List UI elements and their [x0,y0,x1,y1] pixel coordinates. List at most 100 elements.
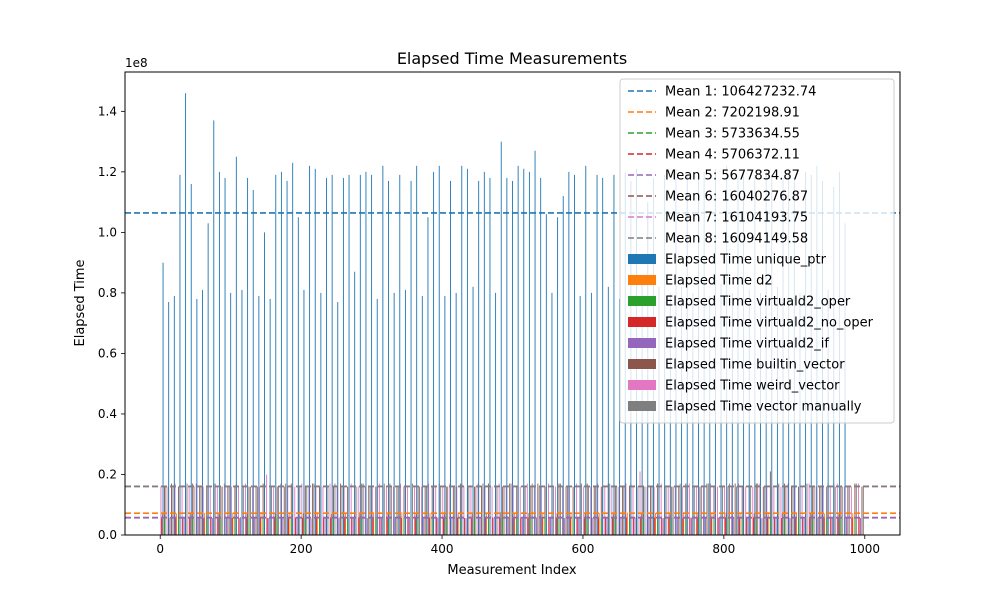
bar-series-4 [400,517,402,535]
bar-series-2 [359,512,361,535]
bar-series-6 [304,486,306,535]
bar-series-2 [373,513,375,535]
bar-series-4 [527,517,529,535]
bar-series-3 [304,517,306,535]
bar-series-2 [739,513,741,535]
bar-series-8 [193,486,195,535]
bar-series-7 [829,486,831,535]
bar-series-5 [423,518,425,535]
bar-series-4 [830,518,832,535]
bar-series-5 [831,517,833,535]
bar-series-1 [590,292,592,535]
bar-series-5 [437,517,439,535]
bar-series-7 [660,483,662,535]
bar-series-2 [415,512,417,535]
bar-series-5 [268,518,270,535]
bar-series-1 [297,217,299,535]
bar-series-8 [581,483,582,535]
bar-series-7 [857,483,859,535]
bar-series-2 [401,512,403,535]
bar-series-7 [371,486,373,535]
bar-series-5 [705,518,706,535]
bar-series-3 [403,517,405,535]
bar-series-4 [323,517,325,535]
bar-series-2 [330,513,332,535]
bar-series-4 [457,517,458,535]
bar-series-3 [600,517,602,535]
bar-series-5 [338,517,340,535]
bar-series-2 [655,512,656,535]
bar-series-8 [496,486,498,535]
bar-series-4 [724,517,726,535]
bar-series-7 [421,486,423,535]
bar-series-3 [614,517,616,535]
bar-series-5 [860,518,861,535]
bar-series-1 [399,174,401,535]
bar-series-4 [414,518,416,535]
bar-series-1 [427,217,429,535]
x-tick-label: 800 [712,542,735,556]
bar-series-5 [662,518,664,535]
bar-series-6 [276,486,278,535]
bar-series-5 [282,517,284,535]
y-tick-label: 1.0 [98,225,117,239]
bar-series-6 [755,483,757,535]
bar-series-8 [665,486,667,535]
bar-series-1 [224,177,226,536]
bar-series-7 [759,483,761,535]
bar-series-2 [218,513,220,535]
bar-series-7 [540,486,542,535]
legend-mean-label-8: Mean 8: 16094149.58 [665,232,808,247]
bar-series-6 [530,486,532,535]
bar-series-6 [319,486,320,535]
bar-series-1 [275,174,277,535]
bar-series-2 [457,513,459,535]
legend-box [619,78,895,424]
bar-series-7 [343,486,345,535]
bar-series-8 [383,483,385,535]
bar-series-5 [676,517,678,535]
bar-series-3 [445,517,447,535]
bar-series-5 [578,517,580,535]
x-axis-ticks: 0 200 400 600 800 1000 [156,535,880,556]
bar-series-6 [600,486,602,535]
legend-series-swatch-1 [628,254,656,264]
bar-series-4 [612,518,613,535]
bar-series-6 [544,486,546,535]
bar-series-1 [235,156,237,536]
bar-series-4 [633,518,635,535]
bar-series-2 [443,512,445,535]
bar-series-5 [733,517,735,535]
bar-series-7 [646,486,648,535]
bar-series-8 [447,486,449,535]
bar-series-4 [330,517,332,535]
bar-series-1 [483,171,485,536]
bar-series-1 [348,174,350,535]
bar-series-2 [190,512,191,535]
bar-series-1 [388,180,389,535]
bar-series-6 [762,486,764,535]
bar-series-6 [586,483,588,535]
bar-series-1 [162,262,164,535]
bar-series-4 [238,518,240,535]
bar-series-5 [521,518,523,535]
bar-series-7 [653,486,655,535]
bar-series-8 [419,486,420,535]
bar-series-1 [534,150,536,535]
bar-series-3 [699,517,701,535]
bar-series-1 [596,174,598,535]
bar-series-4 [407,516,409,535]
bar-series-7 [625,483,627,535]
bar-series-5 [395,517,396,535]
bar-series-4 [513,518,515,535]
bar-series-7 [400,483,401,535]
bar-series-6 [678,486,680,535]
y-tick-label: 0.6 [98,346,117,360]
bar-series-2 [683,512,685,535]
bar-series-5 [183,517,185,535]
bar-series-1 [585,165,587,535]
bar-series-6 [706,483,708,535]
bar-series-8 [862,486,864,535]
bar-series-5 [648,517,650,535]
bar-series-5 [296,517,298,535]
